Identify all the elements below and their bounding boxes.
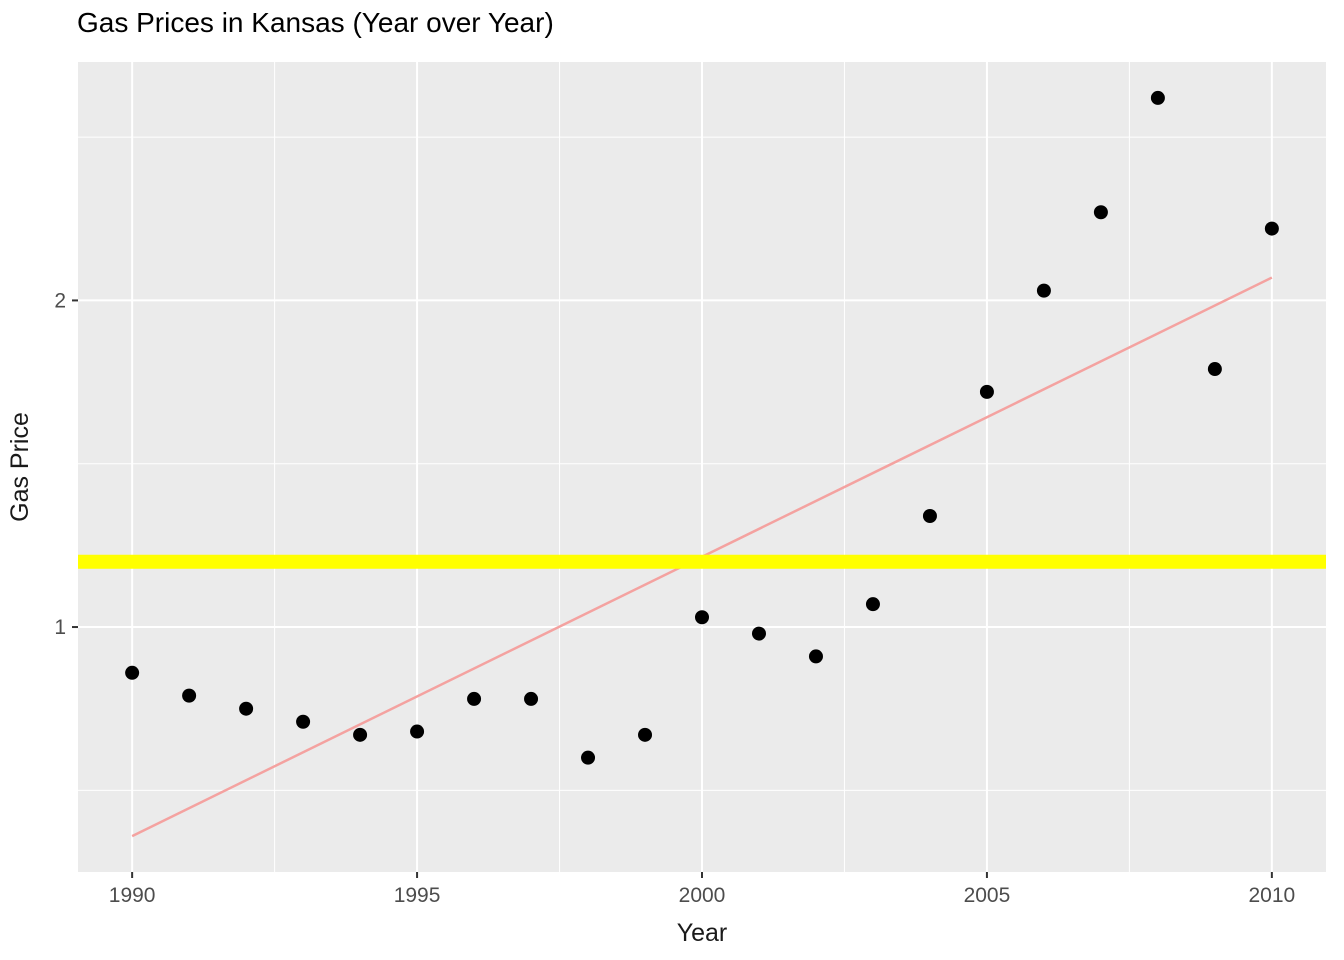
data-point [808, 649, 823, 664]
data-point [695, 610, 709, 625]
data-point [865, 597, 880, 612]
y-axis-title: Gas Price [6, 412, 34, 522]
data-point [410, 724, 425, 739]
x-axis-title: Year [677, 919, 728, 947]
data-point [1093, 205, 1108, 220]
data-point [182, 688, 197, 703]
data-point [1150, 90, 1165, 105]
data-point [1036, 283, 1051, 298]
x-tick-label: 1990 [109, 884, 156, 907]
x-tick-label: 2005 [964, 884, 1011, 907]
major-gridlines [78, 62, 1326, 872]
y-tick-label: 2 [54, 289, 66, 312]
data-point [296, 714, 311, 729]
data-point [524, 691, 539, 706]
data-point [125, 665, 140, 680]
x-tick-label: 2000 [679, 884, 726, 907]
data-point [353, 727, 368, 742]
data-point [581, 750, 596, 765]
data-point [239, 701, 254, 716]
data-point [1264, 221, 1279, 236]
data-point [751, 626, 766, 641]
data-point [467, 691, 482, 706]
data-point [1207, 362, 1222, 377]
data-point [979, 384, 994, 399]
data-point [922, 508, 937, 523]
x-tick-label: 1995 [394, 884, 441, 907]
data-point [638, 727, 653, 742]
chart-title: Gas Prices in Kansas (Year over Year) [77, 7, 554, 38]
x-tick-label: 2010 [1249, 884, 1296, 907]
axis-ticks-layer: 1990 1995 2000 2005 2010 1 2 [54, 289, 1295, 907]
chart-geometry-layer [78, 90, 1326, 838]
y-tick-label: 1 [54, 616, 66, 639]
